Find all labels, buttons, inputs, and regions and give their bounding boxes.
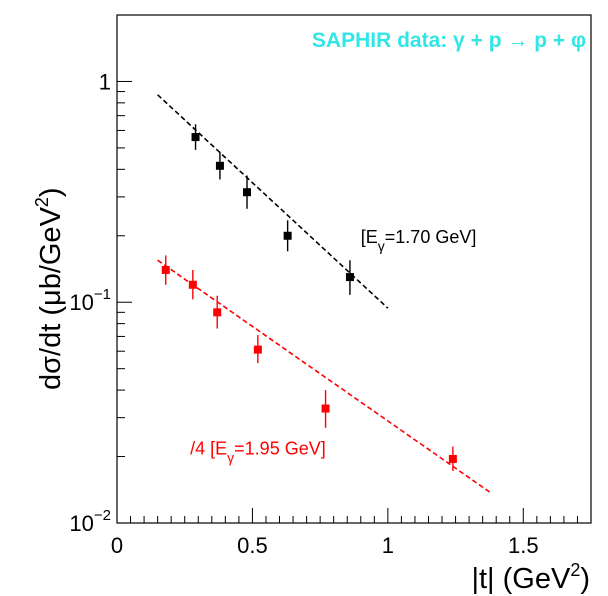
series-annotation-2: /4 [Eγ=1.95 GeV] <box>190 438 326 465</box>
data-point <box>345 273 354 282</box>
data-point <box>188 280 197 289</box>
annotation-suffix: =1.95 GeV] <box>234 438 326 458</box>
y-tick-label: 10−2 <box>69 507 111 536</box>
x-tick-label: 1.5 <box>508 533 539 558</box>
data-point <box>448 454 457 463</box>
y-axis-ticks: 10−210−11 <box>69 14 132 536</box>
y-axis-label-tail: ) <box>35 187 67 197</box>
fit-curve-2 <box>157 259 492 494</box>
y-axis-label-sup: 2 <box>32 197 52 207</box>
annotation-subscript: γ <box>227 449 234 465</box>
y-tick-label: 1 <box>99 69 111 94</box>
annotations: [Eγ=1.70 GeV]/4 [Eγ=1.95 GeV] <box>190 227 476 466</box>
data-point <box>253 345 262 354</box>
annotation-prefix: /4 [E <box>190 438 227 458</box>
data-point <box>161 265 170 274</box>
data-point <box>283 231 292 240</box>
chart-title: SAPHIR data: γ + p → p + φ <box>312 29 586 52</box>
x-tick-label: 0 <box>111 533 123 558</box>
data-point <box>213 308 222 317</box>
y-tick-base: 10 <box>69 511 93 536</box>
y-tick-base: 10 <box>69 290 93 315</box>
series-annotation-1: [Eγ=1.70 GeV] <box>361 227 477 254</box>
data-points <box>161 124 457 472</box>
data-point <box>243 188 252 197</box>
annotation-suffix: =1.70 GeV] <box>385 227 477 247</box>
data-point <box>191 133 200 142</box>
y-tick-exponent: −2 <box>94 507 111 524</box>
annotation-subscript: γ <box>378 238 385 254</box>
annotation-prefix: [E <box>361 227 378 247</box>
fit-curves <box>157 94 492 494</box>
plot-frame <box>116 14 592 524</box>
x-tick-label: 1 <box>382 533 394 558</box>
x-axis-ticks: 0 0.5 1 1.5 <box>111 508 592 558</box>
data-point <box>321 404 330 413</box>
y-tick-exponent: −1 <box>94 286 111 303</box>
y-axis-label: dσ/dt (μb/GeV2) <box>32 187 67 390</box>
x-axis-label-tail: ) <box>580 563 590 595</box>
data-point <box>215 161 224 170</box>
x-axis-label: |t| (GeV2) <box>471 560 590 595</box>
x-tick-label: 0.5 <box>237 533 268 558</box>
y-tick-label: 10−1 <box>69 286 111 315</box>
x-axis-label-sup: 2 <box>570 560 580 580</box>
